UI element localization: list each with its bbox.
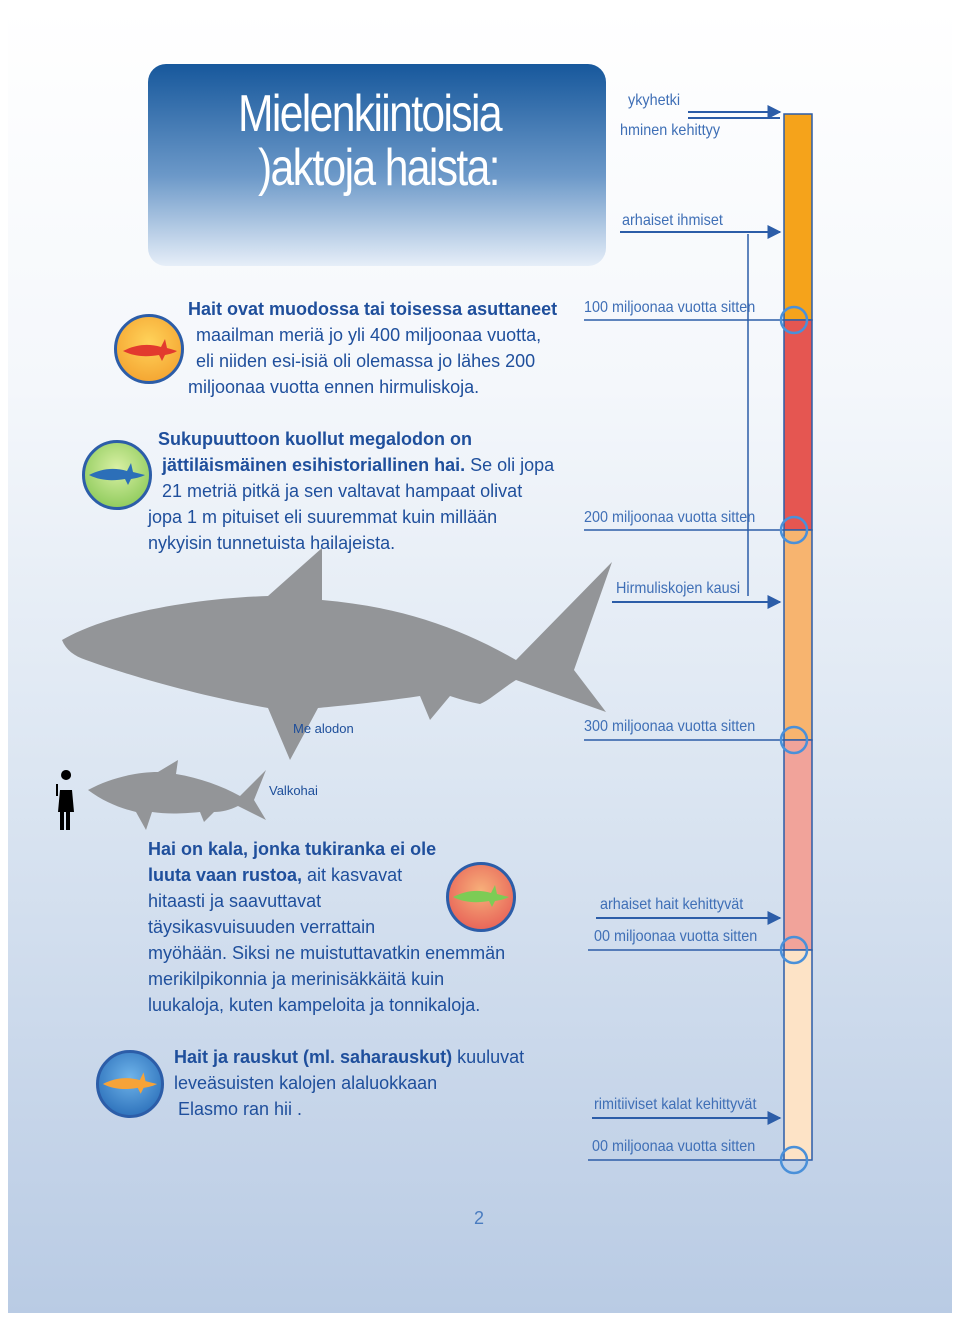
megalodon-label: Me alodon — [293, 721, 354, 736]
fact3-line1: Hai on kala, jonka tukiranka ei ole — [148, 839, 437, 859]
shark-icon-red-circle — [114, 314, 184, 384]
fact3-line5: myöhään. Siksi ne muistuttavatkin enemmä… — [148, 943, 506, 963]
shark-icon-green-circle — [446, 862, 516, 932]
shark-icon-orange-circle — [96, 1050, 164, 1118]
fact2-line5: nykyisin tunnetuista hailajeista. — [148, 533, 396, 553]
valkohai-label: Valkohai — [269, 783, 318, 798]
timeline-segment-recent — [783, 113, 813, 321]
title-line-2: )aktoja haista: — [258, 139, 501, 197]
timeline-segment-100-200 — [783, 319, 813, 531]
fact1-line4: miljoonaa vuotta ennen hirmuliskoja. — [188, 377, 480, 397]
fact4-line1: Hait ja rauskut (ml. saharauskut) kuuluv… — [174, 1047, 525, 1067]
timeline-segment-300-400 — [783, 739, 813, 951]
megalodon-silhouette — [62, 548, 612, 760]
fact2-line2: jättiläismäinen esihistoriallinen hai. S… — [162, 455, 555, 475]
title-box — [148, 64, 606, 266]
label-200-million: 200 miljoonaa vuotta sitten — [584, 509, 756, 526]
fact2-line3: 21 metriä pitkä ja sen valtavat hampaat … — [162, 481, 523, 501]
human-silhouette — [56, 770, 74, 830]
fact1-line1: Hait ovat muodossa tai toisessa asuttane… — [188, 299, 558, 319]
label-300-million: 300 miljoonaa vuotta sitten — [584, 718, 756, 735]
label-400-million: 00 miljoonaa vuotta sitten — [594, 928, 758, 945]
fact3-line7: luukaloja, kuten kampeloita ja tonnikalo… — [148, 995, 481, 1015]
fact4-line2: leveäsuisten kalojen alaluokkaan — [174, 1073, 438, 1093]
label-arhaiset-hait: arhaiset hait kehittyvät — [600, 896, 744, 913]
fact3-line6: merikilpikonnia ja merinisäkkäitä kuin — [148, 969, 445, 989]
label-arhaiset-ihmiset: arhaiset ihmiset — [622, 212, 723, 229]
valkohai-silhouette — [88, 760, 266, 830]
fact3-line4: täysikasvuisuuden verrattain — [148, 917, 376, 937]
label-100-million: 100 miljoonaa vuotta sitten — [584, 299, 756, 316]
fact1-line3: eli niiden esi-isiä oli olemassa jo lähe… — [196, 351, 536, 371]
fact3-line2: luuta vaan rustoa, ait kasvavat — [148, 865, 403, 885]
fact2-line1: Sukupuuttoon kuollut megalodon on — [158, 429, 472, 449]
fact2-line4: jopa 1 m pituiset eli suuremmat kuin mil… — [148, 507, 498, 527]
label-500-million: 00 miljoonaa vuotta sitten — [592, 1138, 756, 1155]
label-ihminen-kehittyy: hminen kehittyy — [620, 122, 721, 139]
label-nykyhetki: ykyhetki — [628, 92, 681, 109]
title-line-1: Mielenkiintoisia — [238, 85, 503, 143]
page-number: 2 — [474, 1208, 485, 1228]
label-hirmuliskojen-kausi: Hirmuliskojen kausi — [616, 580, 741, 597]
fact4-line3: Elasmo ran hii . — [178, 1099, 303, 1119]
fact3-line3: hitaasti ja saavuttavat — [148, 891, 322, 911]
fact1-line2: maailman meriä jo yli 400 miljoonaa vuot… — [196, 325, 542, 345]
timeline-segment-400-500 — [783, 949, 813, 1161]
label-kalat-kehittyvat: rimitiiviset kalat kehittyvät — [594, 1096, 757, 1113]
shark-icon-blue-circle — [82, 440, 152, 510]
